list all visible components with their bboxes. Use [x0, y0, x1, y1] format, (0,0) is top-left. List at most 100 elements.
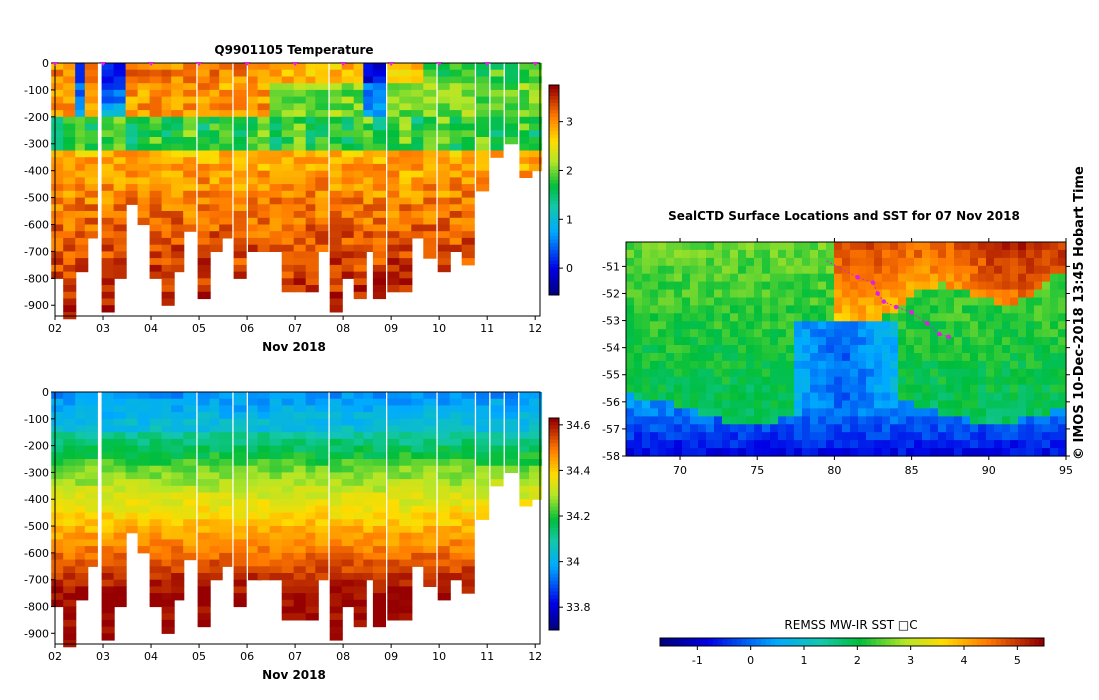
sst-cell	[1050, 448, 1059, 457]
data-cell	[341, 398, 355, 406]
data-cell	[437, 512, 451, 520]
data-cell	[281, 425, 295, 433]
data-cell	[75, 505, 89, 514]
data-cell	[137, 485, 151, 494]
data-cell	[399, 184, 413, 192]
sst-cell	[634, 305, 643, 314]
data-cell	[248, 143, 262, 151]
sst-cell	[858, 265, 867, 275]
data-cell	[315, 573, 329, 581]
data-cell	[519, 485, 533, 494]
sst-cell	[762, 416, 771, 425]
data-cell	[519, 110, 533, 118]
profile-column	[233, 63, 247, 279]
x-tick-label: 07	[288, 650, 302, 663]
data-cell	[341, 579, 355, 587]
sst-cell	[762, 289, 771, 299]
data-cell	[305, 217, 319, 226]
data-cell	[411, 505, 425, 514]
sst-cell	[890, 400, 899, 409]
sst-cell	[810, 424, 819, 433]
colorbar-swatch	[991, 638, 997, 646]
data-cell	[113, 110, 127, 118]
data-cell	[423, 552, 437, 561]
data-cell	[387, 123, 401, 131]
sst-cell	[930, 432, 939, 441]
sst-cell	[938, 440, 947, 449]
sst-cell	[626, 273, 635, 283]
data-cell	[197, 83, 211, 91]
sst-cell	[746, 242, 755, 251]
data-cell	[449, 546, 463, 554]
data-cell	[149, 69, 163, 77]
sst-cell	[682, 424, 691, 433]
sst-cell	[930, 376, 939, 386]
data-cell	[248, 532, 262, 540]
sst-cell	[650, 249, 659, 259]
sst-cell	[866, 265, 875, 275]
colorbar-swatch	[549, 428, 559, 433]
sst-cell	[874, 257, 883, 267]
colorbar-swatch	[770, 638, 776, 646]
sst-cell	[1058, 368, 1067, 378]
data-cell	[219, 157, 233, 165]
data-cell	[219, 170, 233, 178]
sst-cell	[722, 448, 731, 457]
data-cell	[257, 539, 271, 547]
data-cell	[281, 157, 295, 165]
sst-cell	[938, 257, 947, 267]
sst-cell	[858, 249, 867, 259]
data-cell	[519, 499, 533, 507]
data-cell	[529, 163, 543, 172]
data-cell	[490, 123, 504, 131]
sst-cell	[698, 440, 707, 449]
data-cell	[341, 224, 355, 232]
data-cell	[113, 452, 127, 460]
sst-cell	[714, 257, 723, 267]
data-cell	[399, 264, 413, 273]
data-cell	[281, 445, 295, 453]
sst-cell	[978, 281, 987, 291]
sst-cell	[1034, 305, 1043, 314]
sst-cell	[690, 408, 699, 417]
sst-cell	[1002, 242, 1011, 251]
data-cell	[161, 626, 175, 634]
data-cell	[171, 231, 185, 239]
sst-cell	[914, 281, 923, 291]
data-cell	[248, 69, 262, 77]
sst-cell	[730, 242, 739, 251]
sst-cell	[1026, 281, 1035, 291]
sst-cell	[1026, 297, 1035, 306]
colorbar-swatch	[549, 85, 559, 89]
data-cell	[137, 519, 151, 527]
sst-cell	[922, 265, 931, 275]
y-tick-label: -100	[24, 84, 49, 97]
data-cell	[75, 459, 89, 467]
data-cell	[341, 130, 355, 138]
data-cell	[84, 499, 98, 507]
sst-cell	[1002, 313, 1011, 322]
sst-cell	[850, 249, 859, 259]
sst-cell	[642, 368, 651, 378]
sst-cell	[898, 321, 907, 330]
sst-cell	[938, 273, 947, 283]
data-cell	[399, 83, 413, 91]
sst-cell	[722, 368, 731, 378]
data-cell	[219, 63, 233, 71]
data-cell	[257, 459, 271, 467]
colorbar-swatch	[549, 538, 559, 543]
data-cell	[476, 184, 490, 192]
sst-cell	[986, 384, 995, 394]
sst-cell	[1026, 408, 1035, 417]
data-cell	[75, 526, 89, 534]
data-cell	[372, 532, 386, 540]
data-cell	[149, 110, 163, 118]
data-cell	[101, 130, 115, 138]
data-cell	[519, 123, 533, 131]
data-cell	[372, 150, 386, 158]
data-cell	[75, 69, 89, 77]
colorbar-swatch	[549, 573, 559, 578]
sst-cell	[834, 392, 843, 402]
sst-cell	[642, 432, 651, 441]
sst-cell	[794, 281, 803, 291]
